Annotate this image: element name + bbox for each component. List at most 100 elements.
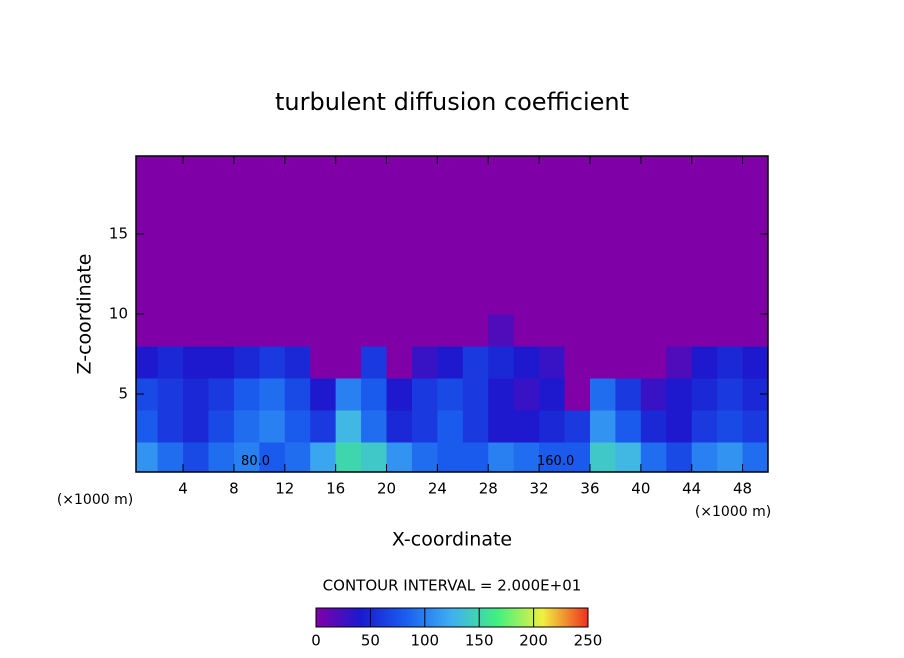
x-axis-label: X-coordinate — [392, 529, 512, 551]
x-unit: (×1000 m) — [695, 504, 771, 520]
heat-cell — [183, 314, 209, 347]
heat-cell — [539, 282, 566, 315]
heat-cell — [284, 410, 311, 443]
heat-cell — [539, 186, 566, 219]
heat-cell — [136, 156, 159, 187]
heat-cell — [157, 156, 184, 187]
heat-cell — [462, 282, 489, 315]
colorbar-title: CONTOUR INTERVAL = 2.000E+01 — [323, 577, 582, 595]
heat-cell — [717, 250, 744, 283]
heat-cell — [208, 250, 235, 283]
x-tick-label: 40 — [631, 480, 650, 498]
x-tick-label: 4 — [178, 480, 188, 498]
heat-cell — [361, 186, 388, 219]
heat-cell — [666, 250, 693, 283]
heat-cell — [136, 346, 159, 379]
x-tick-label: 44 — [682, 480, 701, 498]
heat-cell — [488, 378, 515, 411]
heat-cell — [564, 156, 591, 187]
heat-cell — [310, 250, 337, 283]
heat-cell — [259, 378, 286, 411]
heat-cell — [233, 156, 260, 187]
heat-cell — [310, 186, 337, 219]
heat-cell — [539, 218, 566, 251]
heat-cell — [462, 410, 489, 443]
heat-cell — [335, 442, 362, 472]
heat-cell — [564, 282, 591, 315]
heat-cell — [513, 218, 540, 251]
heat-cell — [462, 186, 489, 219]
heat-cell — [742, 442, 768, 472]
colorbar-tick-label: 0 — [311, 632, 321, 650]
heat-cell — [233, 442, 260, 472]
heat-cell — [284, 346, 311, 379]
heat-cell — [183, 218, 209, 251]
heat-cell — [717, 378, 744, 411]
heat-cell — [157, 282, 184, 315]
heat-cell — [742, 186, 768, 219]
heat-cell — [513, 282, 540, 315]
heat-cell — [361, 314, 388, 347]
heat-cell — [310, 314, 337, 347]
heat-cell — [564, 218, 591, 251]
heat-cell — [437, 378, 464, 411]
heat-cell — [411, 410, 438, 443]
heat-cell — [259, 410, 286, 443]
heat-cell — [691, 186, 718, 219]
heat-cell — [437, 410, 464, 443]
heat-cell — [615, 250, 642, 283]
heat-cell — [386, 250, 413, 283]
heat-cell — [335, 156, 362, 187]
heat-cell — [259, 186, 286, 219]
heat-cell — [666, 282, 693, 315]
heat-cell — [513, 346, 540, 379]
heat-cell — [640, 410, 667, 443]
heat-cell — [183, 250, 209, 283]
heat-cell — [615, 218, 642, 251]
heat-cell — [666, 186, 693, 219]
heat-cell — [742, 282, 768, 315]
heat-cell — [539, 442, 566, 472]
heat-cell — [691, 378, 718, 411]
heat-cell — [513, 410, 540, 443]
heat-cell — [564, 378, 591, 411]
heat-cell — [335, 282, 362, 315]
heat-cell — [411, 346, 438, 379]
heat-cell — [136, 218, 159, 251]
heat-cell — [183, 156, 209, 187]
heat-cell — [539, 378, 566, 411]
heat-cell — [411, 186, 438, 219]
heat-cell — [259, 218, 286, 251]
heat-cell — [411, 282, 438, 315]
heat-cell — [640, 218, 667, 251]
heat-cell — [513, 442, 540, 472]
heat-cell — [640, 186, 667, 219]
heat-cell — [183, 442, 209, 472]
heat-cell — [208, 186, 235, 219]
heat-cell — [411, 314, 438, 347]
heat-cell — [411, 218, 438, 251]
heat-cell — [259, 250, 286, 283]
heat-cell — [157, 410, 184, 443]
heat-cell — [589, 346, 616, 379]
heat-cell — [386, 346, 413, 379]
heat-cell — [539, 156, 566, 187]
heat-cell — [183, 282, 209, 315]
heat-cell — [136, 410, 159, 443]
heat-cell — [589, 378, 616, 411]
heat-cell — [564, 410, 591, 443]
heat-cell — [742, 314, 768, 347]
heat-cell — [310, 410, 337, 443]
x-tick-label: 12 — [275, 480, 294, 498]
heat-cell — [361, 282, 388, 315]
heat-cell — [640, 346, 667, 379]
heat-cell — [742, 156, 768, 187]
heat-cell — [691, 218, 718, 251]
heat-cell — [462, 378, 489, 411]
heat-cell — [742, 410, 768, 443]
heat-cell — [640, 314, 667, 347]
heat-cell — [233, 186, 260, 219]
heat-cell — [589, 282, 616, 315]
heat-cell — [386, 218, 413, 251]
x-tick-label: 28 — [479, 480, 498, 498]
